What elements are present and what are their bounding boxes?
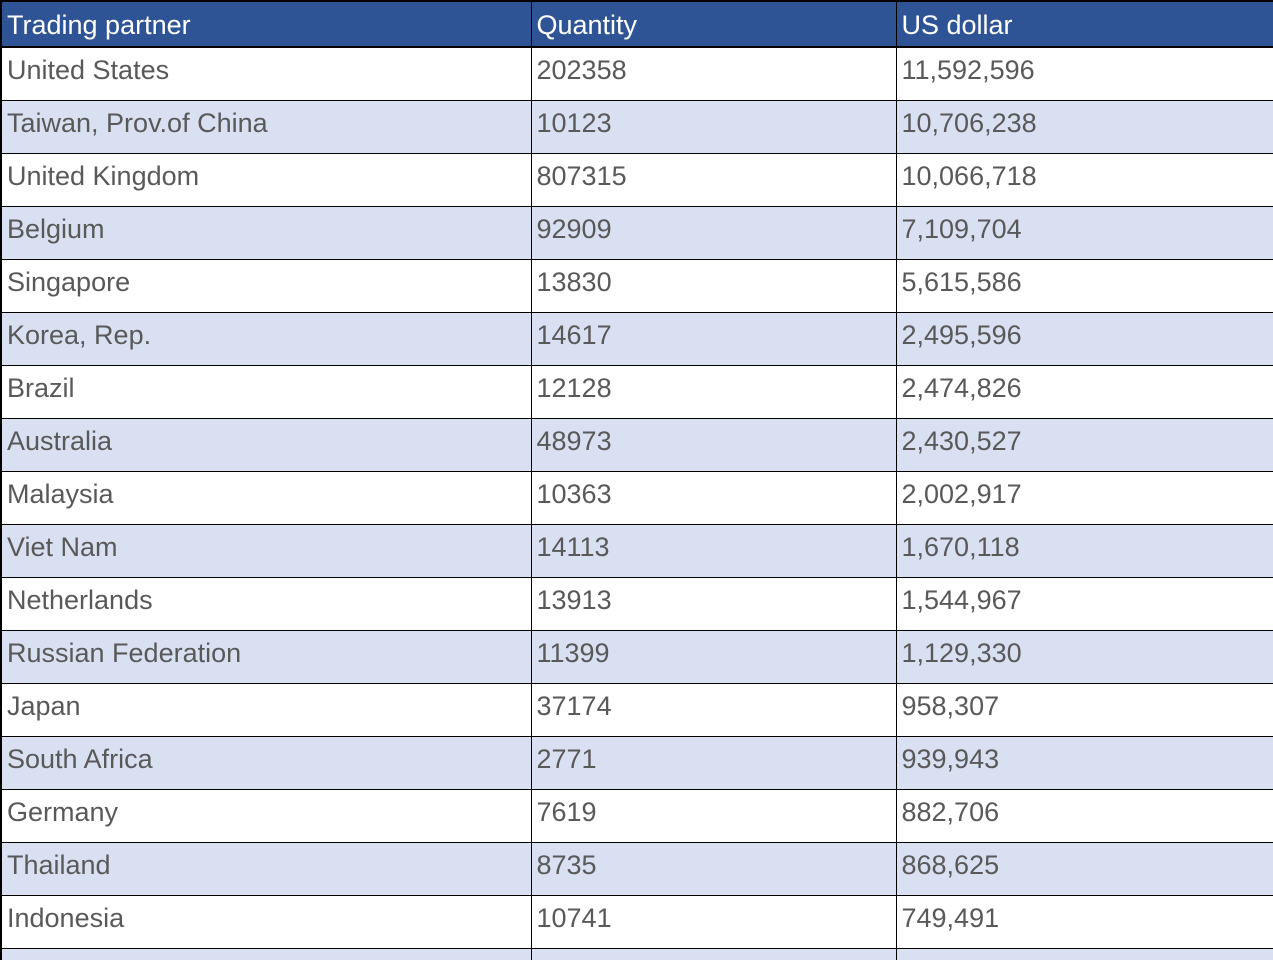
cell-quantity: 37174 (530, 682, 897, 737)
cell-quantity: 14617 (530, 311, 897, 366)
cell-us-dollar: 2,002,917 (895, 470, 1273, 525)
cell-trading-partner: South Africa (0, 735, 532, 790)
table-body: United States 202358 11,592,596 Taiwan, … (0, 46, 1273, 960)
cell-quantity: 2771 (530, 735, 897, 790)
table-row: Netherlands 13913 1,544,967 (0, 576, 1273, 631)
table-row: Australia 48973 2,430,527 (0, 417, 1273, 472)
cell-trading-partner: Singapore (0, 258, 532, 313)
cell-quantity: 7619 (530, 788, 897, 843)
cell-trading-partner: Netherlands (0, 576, 532, 631)
table-row: Russian Federation 11399 1,129,330 (0, 629, 1273, 684)
table-row: South Africa 2771 939,943 (0, 735, 1273, 790)
cell-quantity: 11399 (530, 629, 897, 684)
cell-trading-partner: Viet Nam (0, 523, 532, 578)
cell-trading-partner: United States (0, 46, 532, 101)
column-header-quantity: Quantity (530, 0, 897, 48)
cell-quantity: 48973 (530, 417, 897, 472)
cell-quantity: 8735 (530, 841, 897, 896)
cell-us-dollar: 11,592,596 (895, 46, 1273, 101)
table-row: Singapore 13830 5,615,586 (0, 258, 1273, 313)
table-row: Malaysia 10363 2,002,917 (0, 470, 1273, 525)
cell-us-dollar: 749,491 (895, 894, 1273, 949)
cell-us-dollar: 939,943 (895, 735, 1273, 790)
table-row: Belgium 92909 7,109,704 (0, 205, 1273, 260)
cell-us-dollar: 882,706 (895, 788, 1273, 843)
cell-quantity: 202358 (530, 46, 897, 101)
cell-trading-partner: Thailand (0, 841, 532, 896)
cell-trading-partner: United Kingdom (0, 152, 532, 207)
cell-trading-partner: Germany (0, 788, 532, 843)
table-header: Trading partner Quantity US dollar (0, 0, 1273, 48)
table-row: United States 202358 11,592,596 (0, 46, 1273, 101)
table-row (0, 947, 1273, 960)
table-row: Korea, Rep. 14617 2,495,596 (0, 311, 1273, 366)
cell-us-dollar: 10,066,718 (895, 152, 1273, 207)
cell-us-dollar (895, 947, 1273, 960)
table-row: Indonesia 10741 749,491 (0, 894, 1273, 949)
cell-trading-partner: Russian Federation (0, 629, 532, 684)
cell-trading-partner: Malaysia (0, 470, 532, 525)
cell-us-dollar: 958,307 (895, 682, 1273, 737)
cell-us-dollar: 5,615,586 (895, 258, 1273, 313)
cell-trading-partner: Japan (0, 682, 532, 737)
cell-trading-partner: Australia (0, 417, 532, 472)
cell-us-dollar: 1,129,330 (895, 629, 1273, 684)
cell-us-dollar: 7,109,704 (895, 205, 1273, 260)
cell-quantity: 10363 (530, 470, 897, 525)
cell-trading-partner: Belgium (0, 205, 532, 260)
cell-quantity: 13830 (530, 258, 897, 313)
cell-us-dollar: 1,670,118 (895, 523, 1273, 578)
cell-us-dollar: 1,544,967 (895, 576, 1273, 631)
cell-trading-partner: Korea, Rep. (0, 311, 532, 366)
table-row: United Kingdom 807315 10,066,718 (0, 152, 1273, 207)
cell-us-dollar: 2,474,826 (895, 364, 1273, 419)
cell-trading-partner (0, 947, 532, 960)
table-row: Viet Nam 14113 1,670,118 (0, 523, 1273, 578)
cell-us-dollar: 868,625 (895, 841, 1273, 896)
cell-us-dollar: 2,430,527 (895, 417, 1273, 472)
cell-quantity: 14113 (530, 523, 897, 578)
cell-us-dollar: 10,706,238 (895, 99, 1273, 154)
table-row: Brazil 12128 2,474,826 (0, 364, 1273, 419)
cell-quantity: 13913 (530, 576, 897, 631)
cell-quantity: 10123 (530, 99, 897, 154)
cell-us-dollar: 2,495,596 (895, 311, 1273, 366)
cell-quantity: 807315 (530, 152, 897, 207)
column-header-us-dollar: US dollar (895, 0, 1273, 48)
cell-trading-partner: Indonesia (0, 894, 532, 949)
cell-quantity: 10741 (530, 894, 897, 949)
cell-quantity (530, 947, 897, 960)
table-row: Japan 37174 958,307 (0, 682, 1273, 737)
cell-trading-partner: Taiwan, Prov.of China (0, 99, 532, 154)
table-row: Thailand 8735 868,625 (0, 841, 1273, 896)
table-row: Germany 7619 882,706 (0, 788, 1273, 843)
cell-trading-partner: Brazil (0, 364, 532, 419)
table-row: Taiwan, Prov.of China 10123 10,706,238 (0, 99, 1273, 154)
column-header-trading-partner: Trading partner (0, 0, 532, 48)
cell-quantity: 92909 (530, 205, 897, 260)
cell-quantity: 12128 (530, 364, 897, 419)
header-row: Trading partner Quantity US dollar (0, 0, 1273, 48)
